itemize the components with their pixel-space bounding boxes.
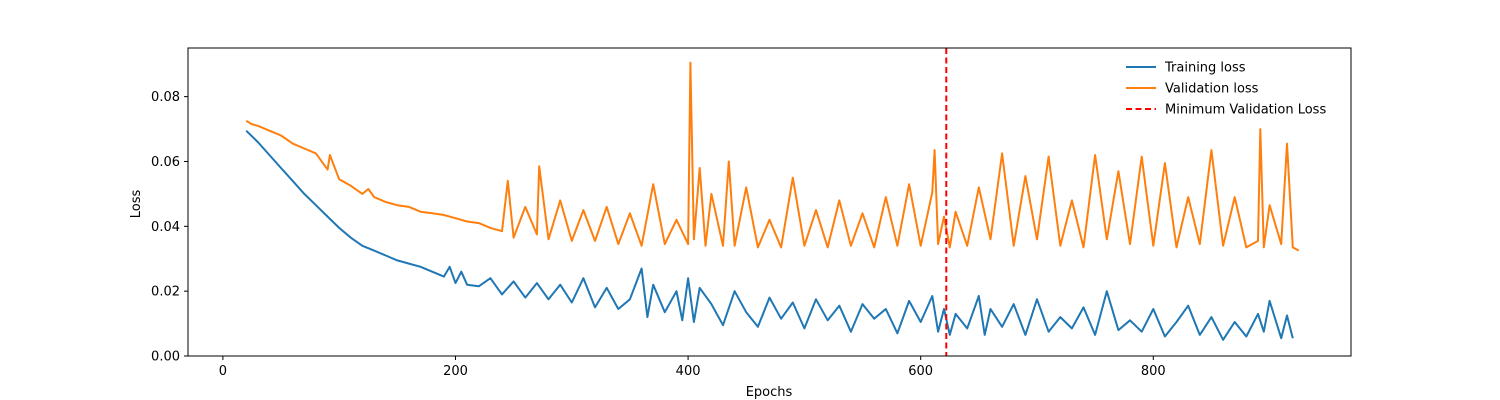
y-tick-label: 0.02 (151, 285, 180, 300)
y-tick-label: 0.08 (151, 90, 180, 105)
y-tick-label: 0.04 (151, 220, 180, 235)
x-axis: 0 200 400 600 800 (219, 356, 1166, 379)
x-tick-label: 800 (1141, 364, 1166, 379)
legend: Training loss Validation loss Minimum Vali… (1126, 61, 1326, 118)
y-tick-label: 0.06 (151, 155, 180, 170)
plot-frame (187, 47, 1352, 357)
x-axis-label: Epochs (746, 385, 793, 400)
legend-label: Training loss (1164, 61, 1246, 76)
x-tick-label: 200 (443, 364, 468, 379)
x-tick-label: 400 (676, 364, 701, 379)
x-tick-label: 0 (219, 364, 227, 379)
training-loss-series (245, 129, 1294, 341)
y-axis: 0.00 0.02 0.04 0.06 0.08 (151, 90, 188, 365)
x-tick-label: 600 (908, 364, 933, 379)
legend-label: Minimum Validation Loss (1165, 103, 1326, 118)
y-tick-label: 0.00 (151, 350, 180, 365)
y-axis-label: Loss (129, 190, 144, 219)
validation-loss-series (245, 61, 1300, 252)
legend-label: Validation loss (1165, 82, 1259, 97)
